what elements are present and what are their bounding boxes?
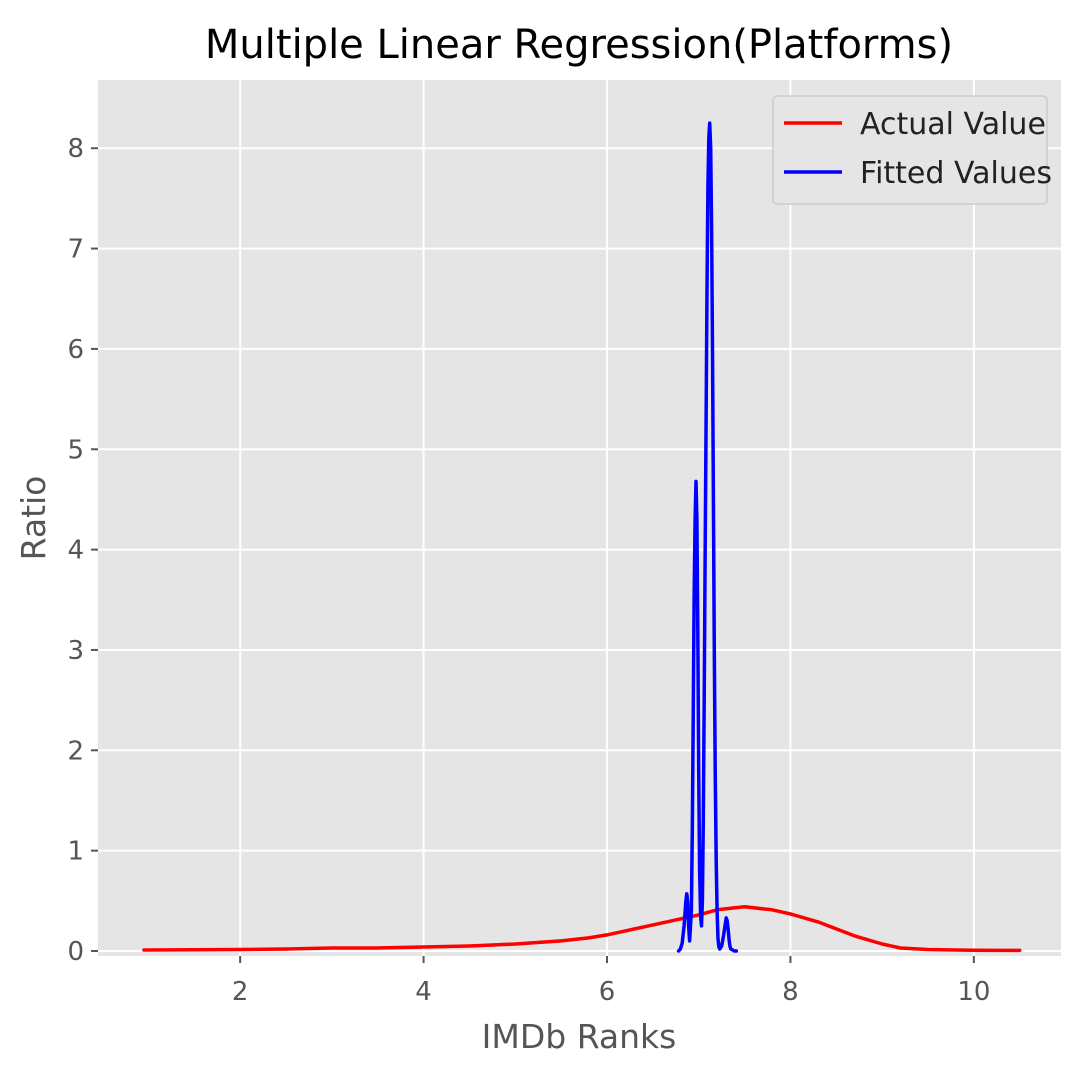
y-axis-label: Ratio [14,476,53,561]
x-ticks: 2 4 6 8 10 [232,956,990,1007]
x-tick-label: 4 [415,977,432,1007]
legend-label-actual-value: Actual Value [860,107,1046,142]
chart-title: Multiple Linear Regression(Platforms) [205,22,953,68]
y-ticks: 0 1 2 3 4 5 6 7 8 [67,134,98,967]
y-tick-label: 7 [67,235,84,265]
series-layer [142,121,1022,953]
y-tick-label: 8 [67,134,84,164]
legend: Actual Value Fitted Values [772,95,1052,205]
x-tick-label: 6 [599,977,616,1007]
y-tick-label: 4 [67,536,84,566]
legend-label-fitted-values: Fitted Values [860,156,1052,191]
y-tick-label: 3 [67,636,84,666]
y-tick-label: 2 [67,736,84,766]
x-tick-label: 10 [957,977,990,1007]
y-tick-label: 0 [67,937,84,967]
plot-area [98,80,1061,956]
series-line-fitted-values [676,121,739,953]
x-tick-label: 2 [232,977,249,1007]
y-tick-label: 6 [67,335,84,365]
y-tick-label: 5 [67,435,84,465]
x-axis-label: IMDb Ranks [482,1017,677,1056]
x-tick-label: 8 [782,977,799,1007]
y-tick-label: 1 [67,837,84,867]
